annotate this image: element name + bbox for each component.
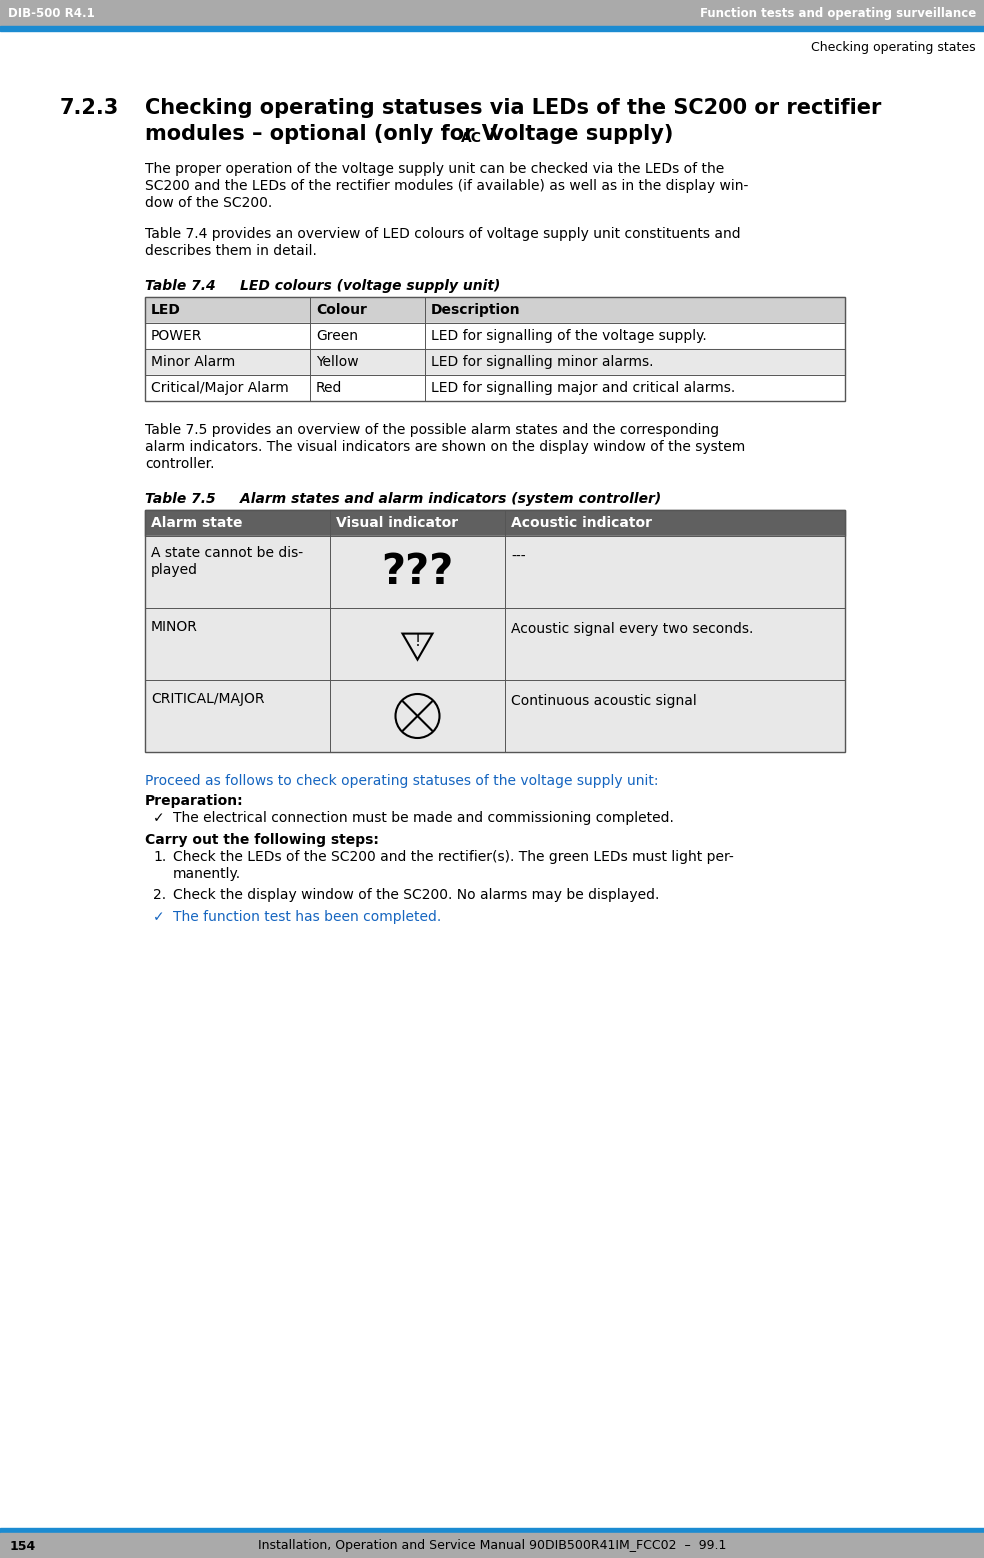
Bar xyxy=(145,509,330,536)
Bar xyxy=(425,323,845,349)
Text: SC200 and the LEDs of the rectifier modules (if available) as well as in the dis: SC200 and the LEDs of the rectifier modu… xyxy=(145,179,749,193)
Text: Minor Alarm: Minor Alarm xyxy=(151,355,235,369)
Text: Visual indicator: Visual indicator xyxy=(336,516,459,530)
Bar xyxy=(145,536,330,608)
Text: POWER: POWER xyxy=(151,329,203,343)
Bar xyxy=(145,608,330,679)
Bar xyxy=(505,608,845,679)
Text: 7.2.3: 7.2.3 xyxy=(60,98,119,118)
Text: 154: 154 xyxy=(10,1539,36,1552)
Text: Proceed as follows to check operating statuses of the voltage supply unit:: Proceed as follows to check operating st… xyxy=(145,774,658,788)
Text: controller.: controller. xyxy=(145,456,215,471)
Text: Carry out the following steps:: Carry out the following steps: xyxy=(145,834,379,848)
Text: ---: --- xyxy=(511,550,525,564)
Bar xyxy=(330,608,505,679)
Text: LED for signalling of the voltage supply.: LED for signalling of the voltage supply… xyxy=(431,329,707,343)
Text: describes them in detail.: describes them in detail. xyxy=(145,245,317,259)
Text: Critical/Major Alarm: Critical/Major Alarm xyxy=(151,382,288,396)
Text: manently.: manently. xyxy=(173,866,241,880)
Bar xyxy=(0,1533,984,1558)
Text: AC: AC xyxy=(461,131,482,145)
Bar xyxy=(330,679,505,753)
Bar xyxy=(505,536,845,608)
Text: voltage supply): voltage supply) xyxy=(483,125,673,143)
Text: The proper operation of the voltage supply unit can be checked via the LEDs of t: The proper operation of the voltage supp… xyxy=(145,162,724,176)
Text: Green: Green xyxy=(316,329,358,343)
Text: modules – optional (only for V: modules – optional (only for V xyxy=(145,125,498,143)
Text: Alarm state: Alarm state xyxy=(151,516,242,530)
Text: alarm indicators. The visual indicators are shown on the display window of the s: alarm indicators. The visual indicators … xyxy=(145,439,745,453)
Bar xyxy=(505,679,845,753)
Text: The function test has been completed.: The function test has been completed. xyxy=(173,910,441,924)
Text: !: ! xyxy=(414,634,420,648)
Text: Installation, Operation and Service Manual 90DIB500R41IM_FCC02  –  99.1: Installation, Operation and Service Manu… xyxy=(258,1539,726,1552)
Text: ✓: ✓ xyxy=(153,812,164,826)
Text: ✓: ✓ xyxy=(153,910,164,924)
Text: DIB-500 R4.1: DIB-500 R4.1 xyxy=(8,6,94,20)
Bar xyxy=(330,536,505,608)
Bar xyxy=(330,509,505,536)
Bar xyxy=(310,375,425,400)
Text: Checking operating statuses via LEDs of the SC200 or rectifier: Checking operating statuses via LEDs of … xyxy=(145,98,882,118)
Text: Colour: Colour xyxy=(316,302,367,316)
Bar xyxy=(425,375,845,400)
Bar xyxy=(425,349,845,375)
Text: ???: ??? xyxy=(382,552,454,594)
Text: Table 7.4     LED colours (voltage supply unit): Table 7.4 LED colours (voltage supply un… xyxy=(145,279,501,293)
Text: Preparation:: Preparation: xyxy=(145,795,244,809)
Bar xyxy=(0,0,984,26)
Text: LED for signalling major and critical alarms.: LED for signalling major and critical al… xyxy=(431,382,735,396)
Text: A state cannot be dis-: A state cannot be dis- xyxy=(151,545,303,559)
Bar xyxy=(145,349,310,375)
Text: dow of the SC200.: dow of the SC200. xyxy=(145,196,273,210)
Text: Acoustic indicator: Acoustic indicator xyxy=(511,516,652,530)
Text: MINOR: MINOR xyxy=(151,620,198,634)
Bar xyxy=(505,509,845,536)
Bar xyxy=(145,298,845,400)
Text: 1.: 1. xyxy=(153,851,166,865)
Bar xyxy=(310,298,425,323)
Text: LED: LED xyxy=(151,302,181,316)
Bar xyxy=(0,26,984,31)
Text: played: played xyxy=(151,562,198,576)
Text: Check the LEDs of the SC200 and the rectifier(s). The green LEDs must light per-: Check the LEDs of the SC200 and the rect… xyxy=(173,851,734,865)
Text: Function tests and operating surveillance: Function tests and operating surveillanc… xyxy=(700,6,976,20)
Bar xyxy=(145,679,330,753)
Text: Description: Description xyxy=(431,302,521,316)
Text: Table 7.4 provides an overview of LED colours of voltage supply unit constituent: Table 7.4 provides an overview of LED co… xyxy=(145,227,741,241)
Text: LED for signalling minor alarms.: LED for signalling minor alarms. xyxy=(431,355,653,369)
Bar xyxy=(145,298,310,323)
Text: 2.: 2. xyxy=(153,888,166,902)
Text: CRITICAL/MAJOR: CRITICAL/MAJOR xyxy=(151,692,265,706)
Text: Checking operating states: Checking operating states xyxy=(812,41,976,53)
Text: Table 7.5     Alarm states and alarm indicators (system controller): Table 7.5 Alarm states and alarm indicat… xyxy=(145,492,661,506)
Bar xyxy=(310,349,425,375)
Text: Yellow: Yellow xyxy=(316,355,358,369)
Bar xyxy=(145,375,310,400)
Text: The electrical connection must be made and commissioning completed.: The electrical connection must be made a… xyxy=(173,812,674,826)
Bar xyxy=(425,298,845,323)
Text: Table 7.5 provides an overview of the possible alarm states and the correspondin: Table 7.5 provides an overview of the po… xyxy=(145,424,719,436)
Text: Acoustic signal every two seconds.: Acoustic signal every two seconds. xyxy=(511,622,754,636)
Bar xyxy=(310,323,425,349)
Bar xyxy=(145,509,845,753)
Text: Continuous acoustic signal: Continuous acoustic signal xyxy=(511,693,697,707)
Bar xyxy=(0,1528,984,1533)
Text: Red: Red xyxy=(316,382,342,396)
Bar xyxy=(145,323,310,349)
Text: Check the display window of the SC200. No alarms may be displayed.: Check the display window of the SC200. N… xyxy=(173,888,659,902)
